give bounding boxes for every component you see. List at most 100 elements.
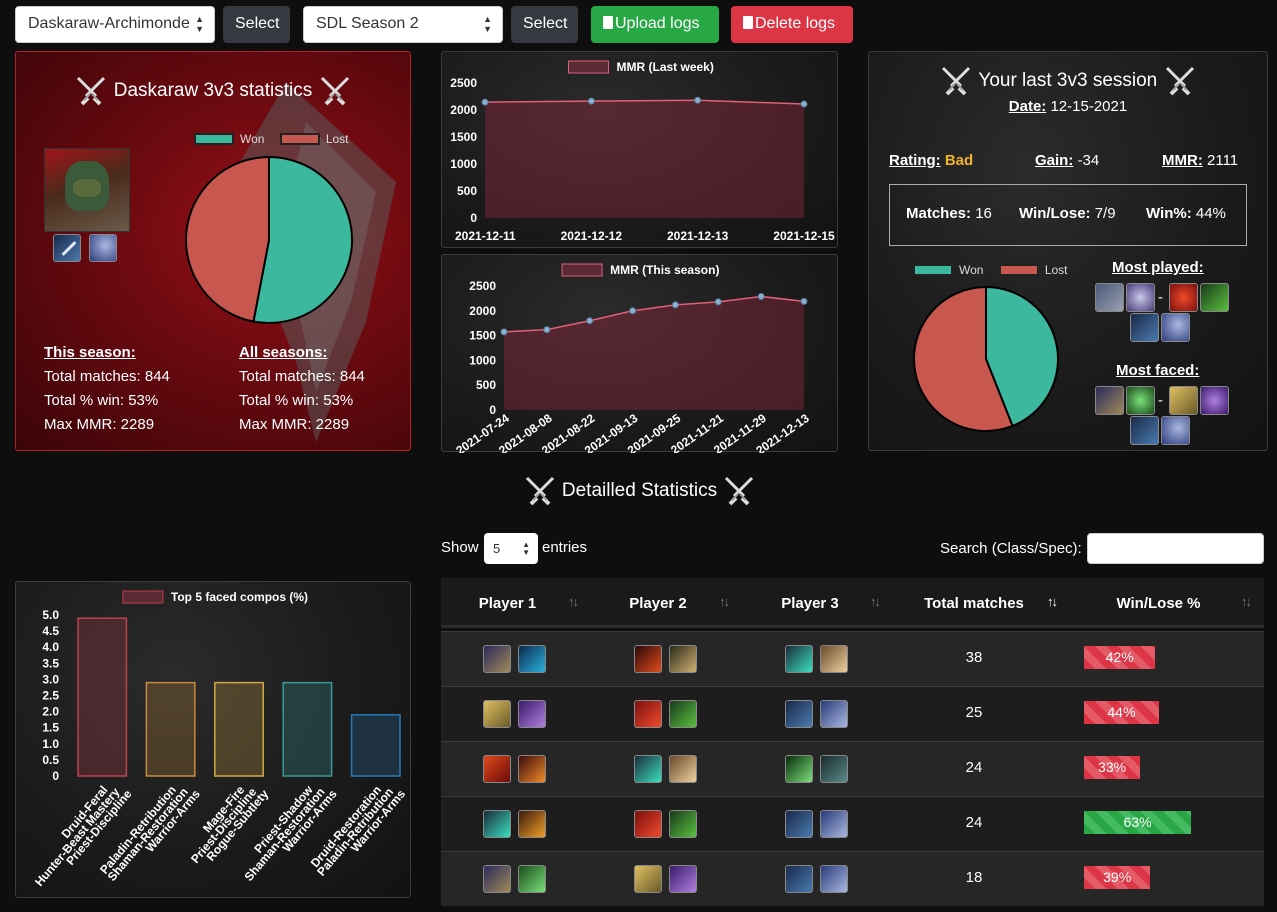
mmr-season-chart: MMR (This season)05001000150020002500202… (453, 263, 812, 458)
rogue-subtlety-icon (785, 645, 813, 673)
character-select-value: Daskaraw-Archimonde (28, 15, 190, 32)
warlock-destruction-icon (518, 810, 546, 838)
stats-pie-legend: Won Lost (194, 132, 349, 146)
sort-icon[interactable]: ↑↓ (1241, 594, 1252, 609)
stats-title: Daskaraw 3v3 statistics (16, 74, 410, 108)
y-tick-label: 2500 (469, 279, 496, 293)
sort-desc-icon[interactable]: ↑↓ (1047, 594, 1058, 609)
chart-legend-label: MMR (This season) (610, 263, 719, 277)
x-tick-label: 2021-12-13 (667, 229, 729, 243)
faced-compo-bar (77, 617, 128, 777)
all-seasons-heading: All seasons: (239, 344, 328, 361)
mmr-point (800, 297, 808, 305)
winrate-bar: 42% (1084, 646, 1156, 669)
session-title: Your last 3v3 session (869, 64, 1267, 98)
avatar (44, 148, 130, 232)
y-tick-label: 500 (476, 378, 496, 392)
session-date-value: 12-15-2021 (1050, 98, 1128, 115)
druid-restoration-icon (1126, 386, 1155, 415)
all-seasons-stats: All seasons: Total matches: 844 Total % … (239, 341, 365, 437)
upload-logs-button[interactable]: Upload logs (591, 6, 719, 43)
total-matches-cell: 25 (965, 704, 983, 721)
session-pie-legend: Won Lost (913, 263, 1068, 277)
clipboard-icon (743, 16, 753, 29)
winrate-bar: 39% (1084, 866, 1151, 889)
select-season-button[interactable]: Select (511, 6, 578, 43)
show-label: Show (441, 539, 479, 556)
table-row: 24 63% (441, 796, 1264, 851)
chevron-updown-icon: ▲ ▼ (195, 14, 204, 34)
pie-slice-lost (913, 285, 1014, 432)
win-loss-pie-chart (185, 155, 353, 324)
col-total-matches[interactable]: Total matches (924, 595, 1024, 612)
dash-separator: - (1158, 392, 1163, 409)
warrior-protection-icon (1161, 416, 1190, 445)
session-win-loss-pie-chart (913, 285, 1059, 432)
delete-logs-button[interactable]: Delete logs (731, 6, 853, 43)
hunter-marksman-icon (634, 645, 662, 673)
winrate-bar: 63% (1084, 811, 1192, 834)
y-tick-label: 1500 (450, 130, 477, 144)
select-character-button[interactable]: Select (223, 6, 290, 43)
delete-logs-label: Delete logs (755, 15, 836, 32)
y-tick-label: 2.5 (42, 689, 59, 703)
player-stats-panel: Daskaraw 3v3 statistics Won Lost This se… (15, 51, 411, 451)
warrior-protection-icon (1161, 313, 1190, 342)
this-season-heading: This season: (44, 344, 136, 361)
this-season-win-pct: Total % win: 53% (44, 392, 159, 409)
legend-lost-label: Lost (325, 132, 349, 146)
session-rating: Rating: Bad (889, 152, 973, 169)
table-row: 25 44% (441, 686, 1264, 741)
col-player1[interactable]: Player 1 (478, 595, 537, 612)
mmr-point (586, 317, 594, 325)
priest-discipline-icon (483, 700, 511, 728)
crossed-swords-icon (725, 476, 754, 506)
mmr-point (543, 326, 551, 334)
druid-feral-icon (483, 865, 511, 893)
rogue-assassination-icon (785, 755, 813, 783)
col-player2[interactable]: Player 2 (629, 595, 687, 612)
sort-icon[interactable]: ↑↓ (719, 594, 730, 609)
session-winlose: Win/Lose: 7/9 (1019, 205, 1116, 222)
rating-value: Bad (944, 152, 974, 169)
col-winlose-pct[interactable]: Win/Lose % (1116, 595, 1201, 612)
mmr-point (714, 298, 722, 306)
session-title-text: Your last 3v3 session (978, 70, 1158, 92)
gain-label: Gain: (1035, 152, 1074, 169)
crossed-swords-icon (525, 476, 554, 506)
legend-swatch (122, 590, 164, 604)
all-seasons-max-mmr: Max MMR: 2289 (239, 416, 350, 433)
sort-icon[interactable]: ↑↓ (870, 594, 881, 609)
priest-shadow-icon (1126, 283, 1155, 312)
winpct-value: 44% (1195, 205, 1226, 222)
shaman-restoration-icon (1200, 283, 1229, 312)
legend-won-label: Won (240, 132, 265, 146)
y-tick-label: 2.0 (42, 705, 59, 719)
rating-label: Rating: (889, 152, 941, 169)
mmr-point (800, 100, 808, 108)
this-season-max-mmr: Max MMR: 2289 (44, 416, 155, 433)
mmr-last-week-panel: MMR (Last week) 0 500 1000 1500 2000 2500 2021-… (441, 51, 838, 248)
season-select-value: SDL Season 2 (316, 15, 419, 32)
legend-swatch-lost (279, 133, 320, 145)
hunter-beast-mastery-icon (518, 645, 546, 673)
session-matches: Matches: 16 (906, 205, 992, 222)
this-season-total-matches: Total matches: 844 (44, 368, 170, 385)
rogue-subtlety-icon (483, 810, 511, 838)
y-tick-label: 3.5 (42, 656, 59, 670)
mage-fire-icon (518, 755, 546, 783)
y-tick-label: 1.0 (42, 737, 59, 751)
x-tick-label: 2021-12-11 (455, 229, 516, 243)
pie-slice-lost (185, 155, 270, 323)
search-input[interactable] (1087, 533, 1264, 564)
season-select[interactable]: SDL Season 2 ▲ ▼ (303, 6, 503, 43)
character-select[interactable]: Daskaraw-Archimonde ▲ ▼ (15, 6, 215, 43)
page-length-select[interactable]: 5 ▲ ▼ (484, 533, 538, 564)
y-tick-label: 1000 (450, 157, 477, 171)
mmr-label: MMR: (1162, 152, 1203, 169)
sort-icon[interactable]: ↑↓ (568, 594, 579, 609)
col-player3[interactable]: Player 3 (781, 595, 839, 612)
y-tick-label: 0 (470, 211, 477, 225)
all-seasons-win-pct: Total % win: 53% (239, 392, 354, 409)
y-tick-label: 4.0 (42, 640, 59, 654)
